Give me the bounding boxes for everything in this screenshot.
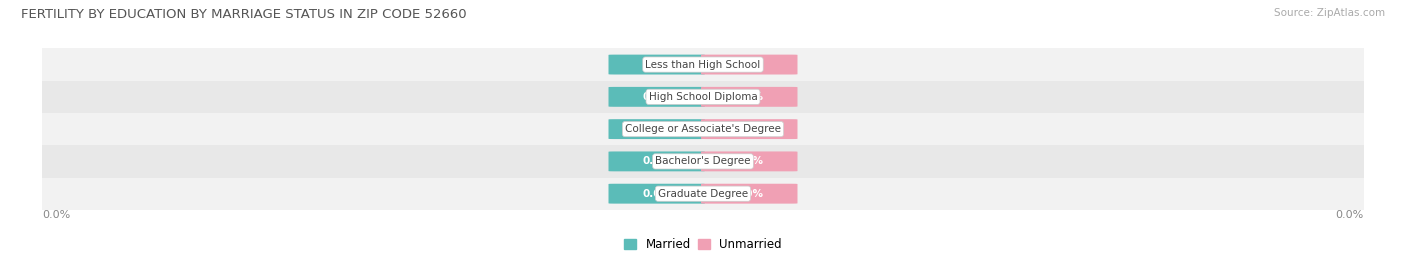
Text: Source: ZipAtlas.com: Source: ZipAtlas.com — [1274, 8, 1385, 18]
Bar — [42, 145, 1364, 178]
FancyBboxPatch shape — [702, 87, 797, 107]
Text: 0.0%: 0.0% — [735, 92, 763, 102]
Text: Bachelor's Degree: Bachelor's Degree — [655, 156, 751, 167]
Bar — [42, 48, 1364, 81]
Text: 0.0%: 0.0% — [735, 59, 763, 70]
Bar — [42, 113, 1364, 145]
FancyBboxPatch shape — [609, 119, 704, 139]
Text: 0.0%: 0.0% — [735, 124, 763, 134]
Text: 0.0%: 0.0% — [1336, 210, 1364, 220]
Text: FERTILITY BY EDUCATION BY MARRIAGE STATUS IN ZIP CODE 52660: FERTILITY BY EDUCATION BY MARRIAGE STATU… — [21, 8, 467, 21]
FancyBboxPatch shape — [609, 151, 704, 171]
Text: 0.0%: 0.0% — [643, 92, 671, 102]
Text: High School Diploma: High School Diploma — [648, 92, 758, 102]
FancyBboxPatch shape — [702, 55, 797, 75]
Text: 0.0%: 0.0% — [643, 156, 671, 167]
Text: 0.0%: 0.0% — [643, 59, 671, 70]
Text: 0.0%: 0.0% — [42, 210, 70, 220]
Legend: Married, Unmarried: Married, Unmarried — [620, 233, 786, 256]
FancyBboxPatch shape — [702, 151, 797, 171]
Text: Graduate Degree: Graduate Degree — [658, 189, 748, 199]
FancyBboxPatch shape — [702, 119, 797, 139]
Text: 0.0%: 0.0% — [735, 156, 763, 167]
Text: 0.0%: 0.0% — [643, 189, 671, 199]
Bar — [42, 178, 1364, 210]
FancyBboxPatch shape — [702, 184, 797, 204]
Text: 0.0%: 0.0% — [735, 189, 763, 199]
FancyBboxPatch shape — [609, 87, 704, 107]
Text: Less than High School: Less than High School — [645, 59, 761, 70]
Bar — [42, 81, 1364, 113]
Text: 0.0%: 0.0% — [643, 124, 671, 134]
FancyBboxPatch shape — [609, 184, 704, 204]
FancyBboxPatch shape — [609, 55, 704, 75]
Text: College or Associate's Degree: College or Associate's Degree — [626, 124, 780, 134]
